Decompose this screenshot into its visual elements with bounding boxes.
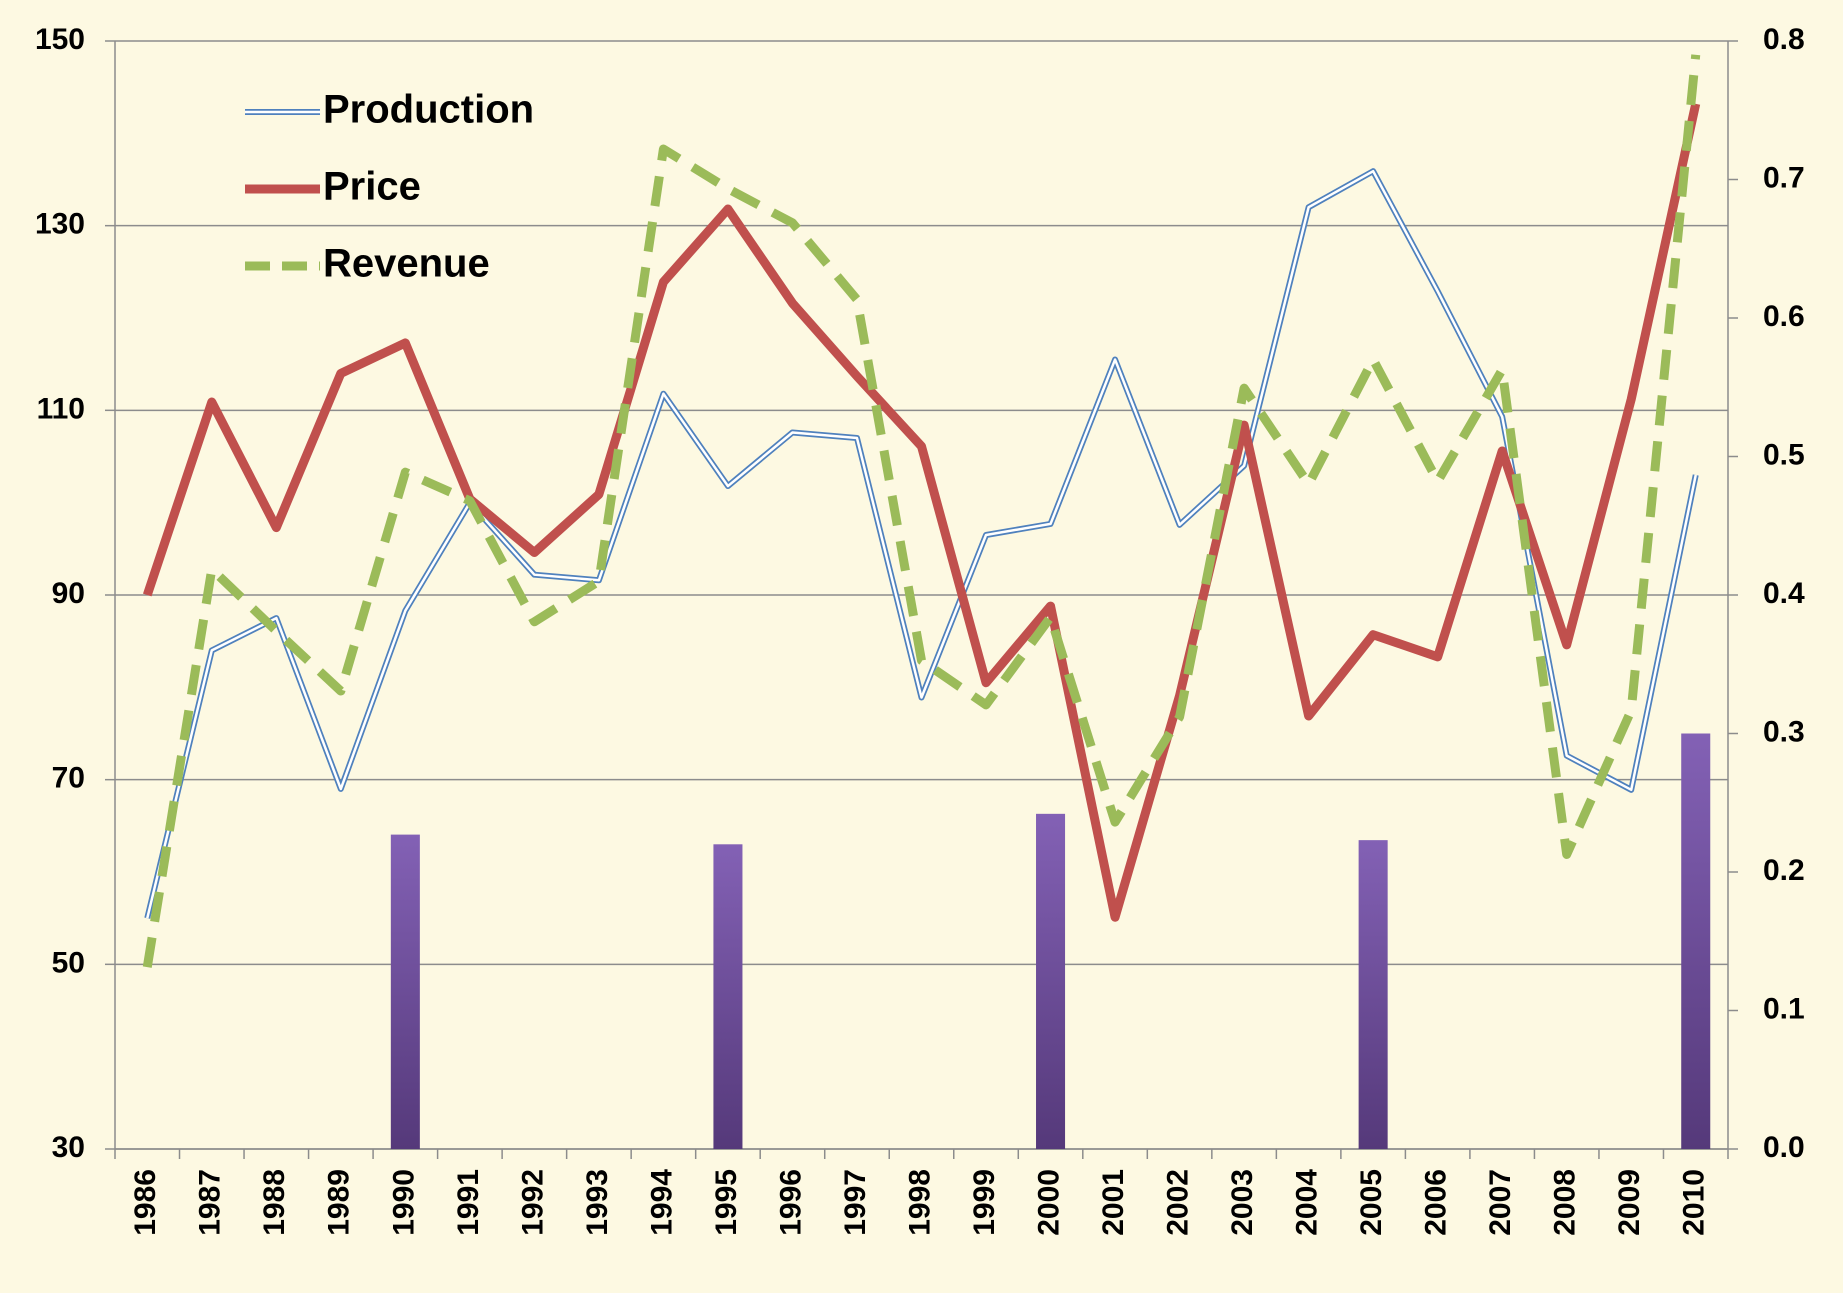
bar	[1358, 840, 1388, 1149]
y2-tick-label: 0.0	[1763, 1131, 1805, 1164]
series-line-inner	[146, 169, 1697, 919]
bar	[1681, 733, 1711, 1149]
legend-label: Production	[323, 88, 534, 132]
y2-tick-label: 0.5	[1763, 438, 1805, 471]
legend-label: Revenue	[323, 242, 490, 286]
x-tick-label: 1995	[710, 1169, 743, 1236]
y2-tick-label: 0.7	[1763, 161, 1805, 194]
x-tick-label: 1997	[839, 1169, 872, 1236]
x-tick-label: 2007	[1484, 1169, 1517, 1236]
y2-tick-label: 0.4	[1763, 577, 1805, 610]
y2-tick-label: 0.1	[1763, 992, 1805, 1025]
x-tick-label: 2001	[1097, 1169, 1130, 1236]
x-tick-label: 2005	[1355, 1169, 1388, 1236]
y-tick-label: 90	[52, 577, 85, 610]
y-tick-label: 110	[37, 392, 85, 425]
x-tick-label: 1986	[129, 1169, 162, 1236]
x-tick-label: 2009	[1613, 1169, 1646, 1236]
x-tick-label: 1998	[903, 1169, 936, 1236]
x-tick-label: 2002	[1162, 1169, 1195, 1236]
x-tick-label: 2003	[1226, 1169, 1259, 1236]
x-tick-label: 1987	[194, 1169, 227, 1236]
y-tick-label: 130	[35, 208, 85, 241]
y2-tick-label: 0.6	[1763, 300, 1805, 333]
x-tick-label: 1999	[968, 1169, 1001, 1236]
x-tick-label: 2006	[1420, 1169, 1453, 1236]
legend: Production Price Revenue	[245, 88, 534, 286]
x-tick-label: 1994	[645, 1169, 678, 1236]
series-line	[142, 102, 1701, 922]
x-tick-label: 1991	[452, 1169, 485, 1236]
y-tick-label: 50	[52, 946, 85, 979]
bar	[713, 844, 743, 1149]
legend-label: Price	[323, 165, 421, 209]
y2-tick-label: 0.3	[1763, 715, 1805, 748]
x-tick-label: 2000	[1032, 1169, 1065, 1236]
y-tick-label: 30	[52, 1131, 85, 1164]
x-tick-label: 1992	[516, 1169, 549, 1236]
x-tick-label: 1990	[387, 1169, 420, 1236]
x-tick-label: 1996	[774, 1169, 807, 1236]
y2-tick-label: 0.2	[1763, 854, 1805, 887]
y-tick-label: 150	[35, 23, 85, 56]
bar	[390, 834, 420, 1149]
x-tick-label: 2010	[1678, 1169, 1711, 1236]
x-tick-label: 1989	[323, 1169, 356, 1236]
x-tick-label: 2008	[1549, 1169, 1582, 1236]
x-tick-label: 2004	[1291, 1169, 1324, 1236]
bar	[1036, 813, 1066, 1149]
x-tick-label: 1988	[258, 1169, 291, 1236]
series-line	[142, 54, 1701, 968]
y-tick-label: 70	[52, 762, 85, 795]
y2-tick-label: 0.8	[1763, 23, 1805, 56]
x-tick-label: 1993	[581, 1169, 614, 1236]
